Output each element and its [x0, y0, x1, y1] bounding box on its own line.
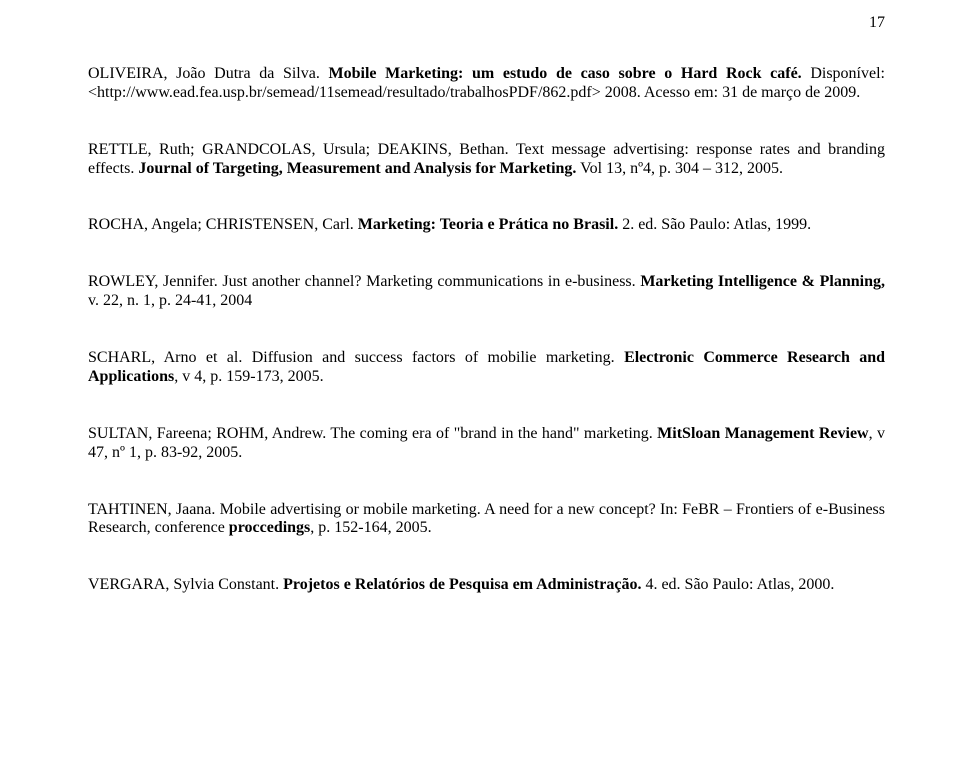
ref-title-bold: Marketing Intelligence & Planning,	[640, 273, 885, 290]
ref-title-bold: Mobile Marketing: um estudo de caso sobr…	[329, 65, 802, 82]
ref-text: VERGARA, Sylvia Constant.	[88, 576, 283, 593]
ref-text: Vol 13, nº4, p. 304 – 312, 2005.	[576, 160, 783, 177]
ref-text: ROWLEY, Jennifer. Just another channel? …	[88, 273, 640, 290]
reference-entry: RETTLE, Ruth; GRANDCOLAS, Ursula; DEAKIN…	[88, 141, 885, 179]
reference-entry: TAHTINEN, Jaana. Mobile advertising or m…	[88, 501, 885, 539]
ref-title-bold: Journal of Targeting, Measurement and An…	[138, 160, 576, 177]
reference-entry: ROCHA, Angela; CHRISTENSEN, Carl. Market…	[88, 216, 885, 235]
page: 17 OLIVEIRA, João Dutra da Silva. Mobile…	[0, 0, 960, 763]
ref-text: SULTAN, Fareena; ROHM, Andrew. The comin…	[88, 425, 657, 442]
ref-text: TAHTINEN, Jaana. Mobile advertising or m…	[88, 501, 885, 537]
ref-title-bold: MitSloan Management Review	[657, 425, 868, 442]
reference-entry: OLIVEIRA, João Dutra da Silva. Mobile Ma…	[88, 65, 885, 103]
ref-text: SCHARL, Arno et al. Diffusion and succes…	[88, 349, 624, 366]
ref-text: ROCHA, Angela; CHRISTENSEN, Carl.	[88, 216, 358, 233]
ref-text: 2. ed. São Paulo: Atlas, 1999.	[618, 216, 811, 233]
ref-text: v. 22, n. 1, p. 24-41, 2004	[88, 292, 252, 309]
ref-title-bold: Marketing: Teoria e Prática no Brasil.	[358, 216, 618, 233]
ref-text: OLIVEIRA, João Dutra da Silva.	[88, 65, 329, 82]
ref-title-bold: proccedings	[229, 519, 310, 536]
reference-entry: ROWLEY, Jennifer. Just another channel? …	[88, 273, 885, 311]
ref-text: 4. ed. São Paulo: Atlas, 2000.	[641, 576, 834, 593]
reference-entry: SCHARL, Arno et al. Diffusion and succes…	[88, 349, 885, 387]
reference-entry: SULTAN, Fareena; ROHM, Andrew. The comin…	[88, 425, 885, 463]
ref-text: , p. 152-164, 2005.	[310, 519, 431, 536]
reference-entry: VERGARA, Sylvia Constant. Projetos e Rel…	[88, 576, 885, 595]
ref-title-bold: Projetos e Relatórios de Pesquisa em Adm…	[283, 576, 641, 593]
ref-text: , v 4, p. 159-173, 2005.	[174, 368, 323, 385]
page-number: 17	[88, 14, 885, 33]
